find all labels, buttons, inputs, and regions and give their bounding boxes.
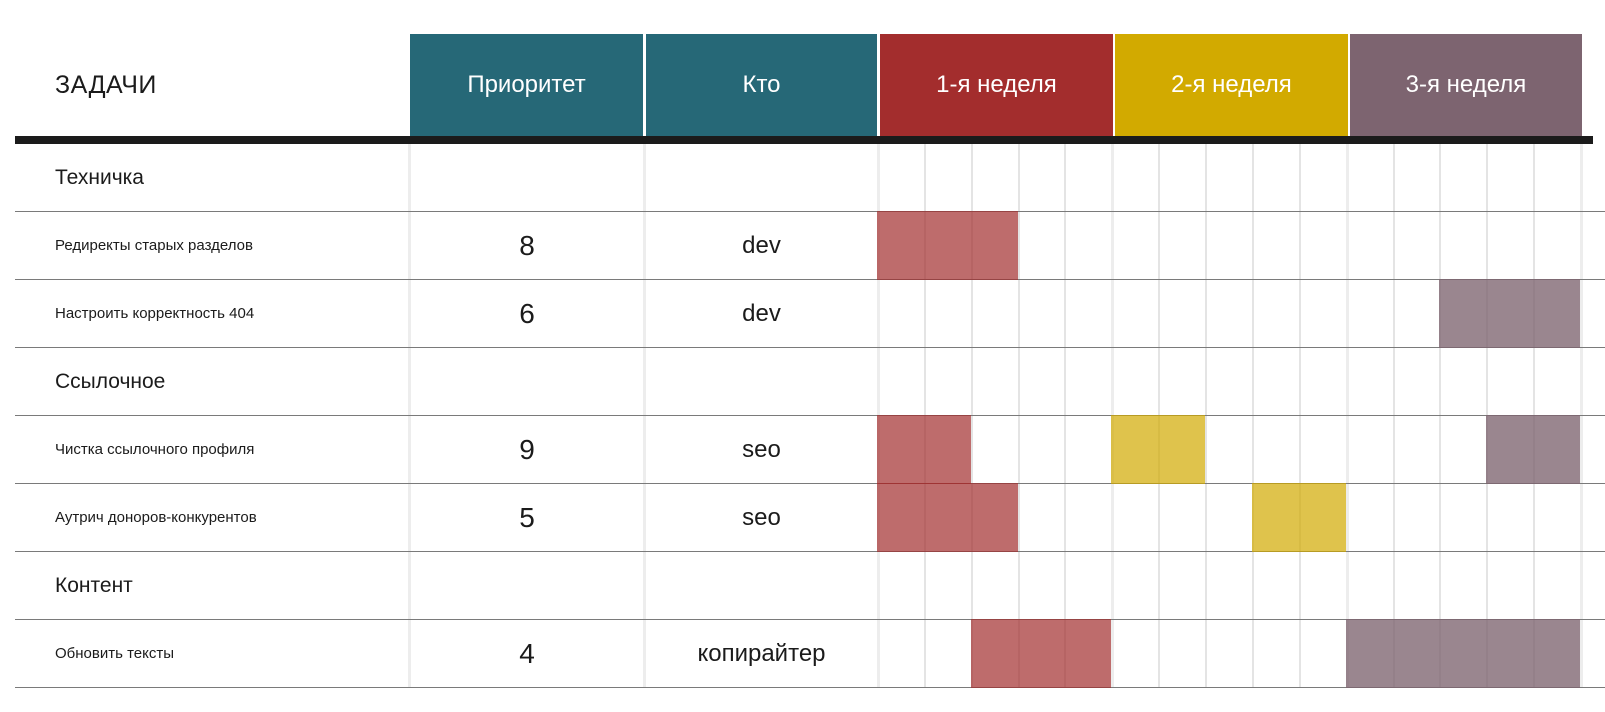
section-row: Ссылочное	[15, 348, 1605, 416]
section-row: Контент	[15, 552, 1605, 620]
task-row: Аутрич доноров-конкурентов 5 seo	[15, 484, 1605, 552]
task-assignee: dev	[742, 299, 781, 327]
section-label: Контент	[55, 573, 133, 597]
task-name: Редиректы старых разделов	[55, 237, 253, 254]
section-label: Ссылочное	[55, 369, 166, 393]
column-header-week2: 2-я неделя	[1115, 34, 1348, 136]
task-row: Редиректы старых разделов 8 dev	[15, 212, 1605, 280]
task-assignee: seo	[742, 435, 781, 463]
section-row: Техничка	[15, 144, 1605, 212]
section-label: Техничка	[55, 165, 144, 189]
task-assignee: копирайтер	[697, 639, 826, 667]
column-header-week3: 3-я неделя	[1350, 34, 1582, 136]
task-row: Обновить тексты 4 копирайтер	[15, 620, 1605, 688]
column-divider	[408, 144, 411, 688]
task-name: Чистка ссылочного профиля	[55, 441, 255, 458]
task-row: Чистка ссылочного профиля 9 seo	[15, 416, 1605, 484]
task-name: Настроить корректность 404	[55, 305, 255, 322]
task-row: Настроить корректность 404 6 dev	[15, 280, 1605, 348]
column-header-priority: Приоритет	[410, 34, 643, 136]
task-priority: 4	[519, 637, 535, 669]
column-header-who: Кто	[646, 34, 877, 136]
column-divider	[643, 144, 646, 688]
task-priority: 8	[519, 229, 535, 261]
task-name: Аутрич доноров-конкурентов	[55, 509, 257, 526]
task-table-body: Техничка Редиректы старых разделов 8 dev…	[15, 144, 1605, 688]
task-name: Обновить тексты	[55, 645, 175, 662]
task-assignee: dev	[742, 231, 781, 259]
task-assignee: seo	[742, 503, 781, 531]
header-divider-rule	[15, 136, 1593, 144]
task-priority: 6	[519, 297, 535, 329]
tasks-column-header: ЗАДАЧИ	[15, 34, 410, 136]
column-header-week1: 1-я неделя	[880, 34, 1113, 136]
task-priority: 9	[519, 433, 535, 465]
task-priority: 5	[519, 501, 535, 533]
